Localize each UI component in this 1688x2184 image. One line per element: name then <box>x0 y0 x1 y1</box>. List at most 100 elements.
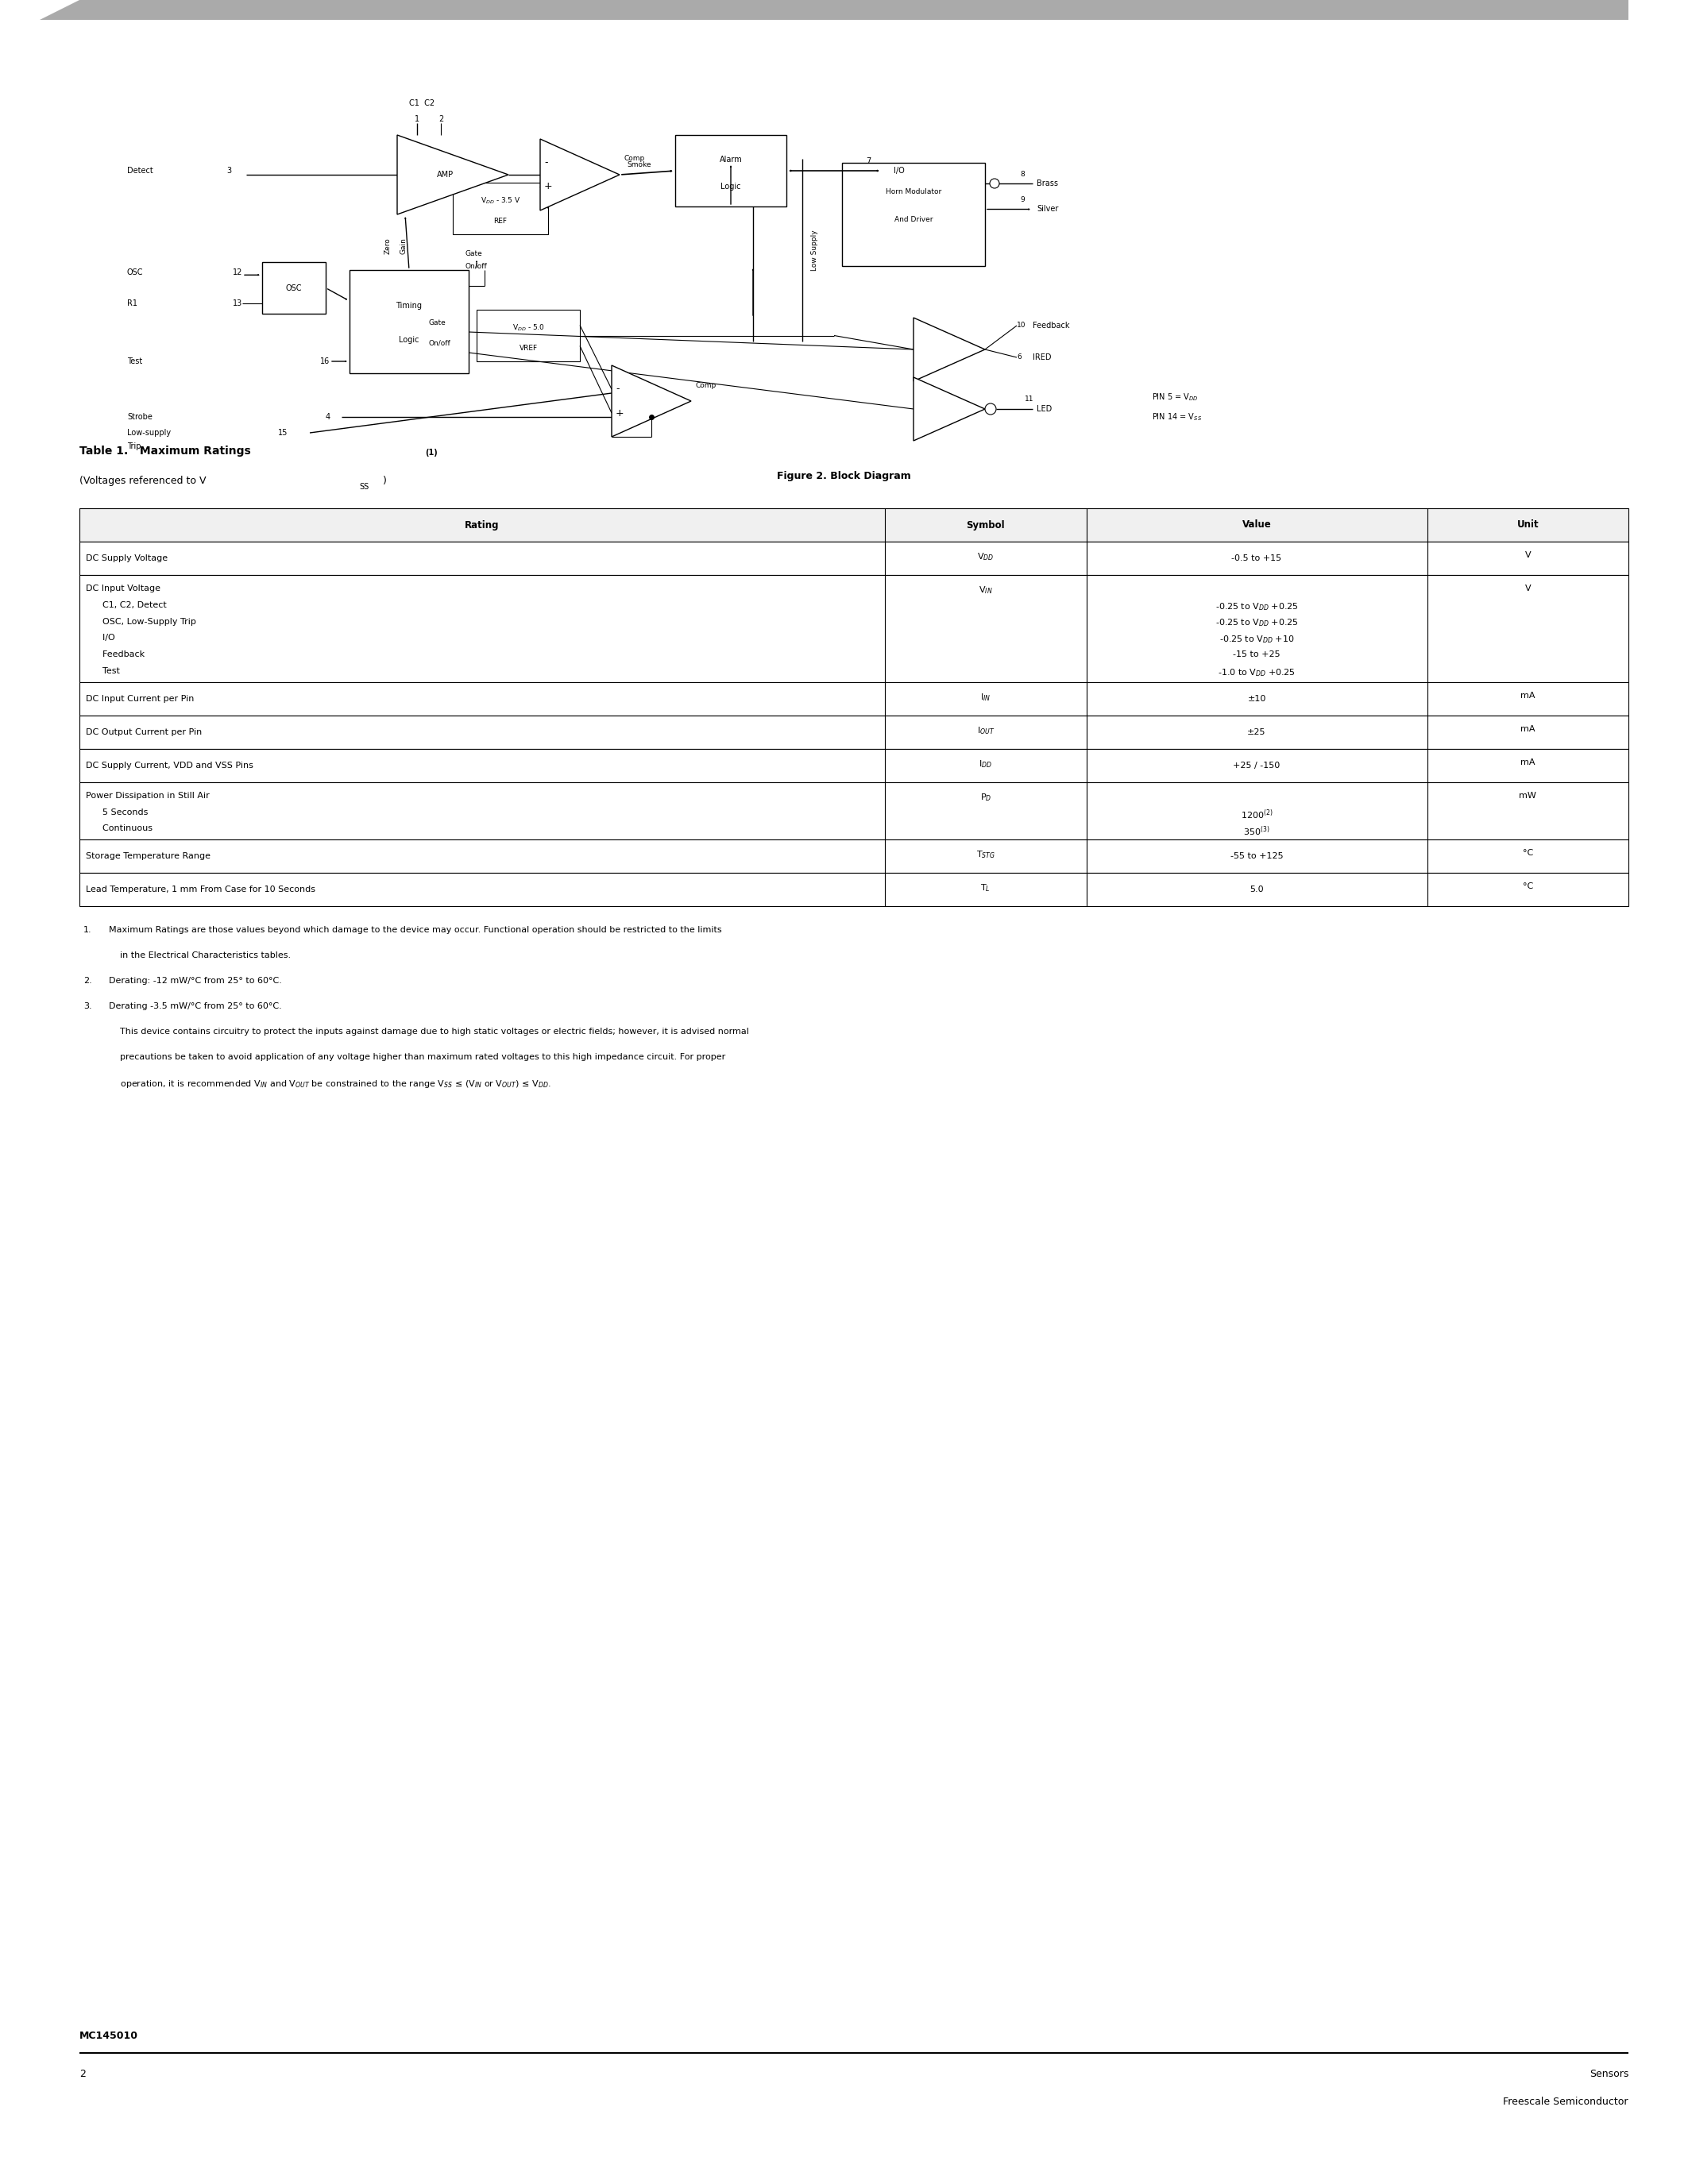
Text: Smoke: Smoke <box>628 162 652 168</box>
Text: -0.25 to V$_{DD}$ +10: -0.25 to V$_{DD}$ +10 <box>1219 633 1295 644</box>
Text: Low-supply: Low-supply <box>127 428 170 437</box>
Text: OSC, Low-Supply Trip: OSC, Low-Supply Trip <box>91 618 196 625</box>
Text: C1  C2: C1 C2 <box>408 98 434 107</box>
Text: Zero: Zero <box>385 238 392 256</box>
Text: +: + <box>544 181 552 192</box>
Text: Freescale Semiconductor: Freescale Semiconductor <box>1504 2097 1629 2108</box>
Polygon shape <box>41 0 1629 20</box>
Text: Power Dissipation in Still Air: Power Dissipation in Still Air <box>86 793 209 799</box>
Text: DC Input Current per Pin: DC Input Current per Pin <box>86 695 194 703</box>
Text: Figure 2. Block Diagram: Figure 2. Block Diagram <box>776 472 912 483</box>
Text: ±10: ±10 <box>1247 695 1266 703</box>
Text: P$_{D}$: P$_{D}$ <box>979 793 991 804</box>
Text: 10: 10 <box>1016 321 1026 330</box>
Text: OSC: OSC <box>127 269 143 277</box>
Text: Silver: Silver <box>1036 205 1058 214</box>
Text: operation, it is recommended V$_{IN}$ and V$_{OUT}$ be constrained to the range : operation, it is recommended V$_{IN}$ an… <box>103 1079 550 1090</box>
Text: I/O: I/O <box>91 633 115 642</box>
Polygon shape <box>397 135 508 214</box>
Text: V$_{DD}$ - 5.0: V$_{DD}$ - 5.0 <box>511 323 545 332</box>
Text: IRED: IRED <box>1033 354 1052 360</box>
Text: AMP: AMP <box>437 170 452 179</box>
Text: 11: 11 <box>1025 395 1033 404</box>
Text: mA: mA <box>1521 692 1534 699</box>
Text: 6: 6 <box>1016 354 1021 360</box>
Text: 5.0: 5.0 <box>1249 885 1264 893</box>
Text: Storage Temperature Range: Storage Temperature Range <box>86 852 211 860</box>
Text: MC145010: MC145010 <box>79 2031 138 2042</box>
Text: Gate: Gate <box>464 251 483 258</box>
Text: V: V <box>1524 585 1531 592</box>
Polygon shape <box>913 378 986 441</box>
Text: Feedback: Feedback <box>1033 321 1070 330</box>
Text: I$_{DD}$: I$_{DD}$ <box>979 758 993 769</box>
FancyBboxPatch shape <box>79 874 1629 906</box>
Text: Timing: Timing <box>397 301 422 310</box>
Text: Logic: Logic <box>721 183 741 190</box>
Text: LED: LED <box>1036 404 1052 413</box>
Text: 2: 2 <box>439 116 444 122</box>
Text: °C: °C <box>1523 850 1533 856</box>
Text: T$_{STG}$: T$_{STG}$ <box>976 850 996 860</box>
Text: Symbol: Symbol <box>966 520 1004 531</box>
Text: Brass: Brass <box>1036 179 1058 188</box>
Circle shape <box>986 404 996 415</box>
Text: Feedback: Feedback <box>91 651 145 657</box>
Text: +: + <box>616 408 625 417</box>
Text: DC Input Voltage: DC Input Voltage <box>86 585 160 592</box>
Text: V: V <box>1524 550 1531 559</box>
Text: precautions be taken to avoid application of any voltage higher than maximum rat: precautions be taken to avoid applicatio… <box>103 1053 726 1061</box>
Text: SS: SS <box>360 483 368 491</box>
Text: 9: 9 <box>1020 197 1025 203</box>
Polygon shape <box>611 365 690 437</box>
Text: This device contains circuitry to protect the inputs against damage due to high : This device contains circuitry to protec… <box>103 1029 749 1035</box>
FancyBboxPatch shape <box>79 782 1629 839</box>
FancyBboxPatch shape <box>842 164 986 266</box>
FancyBboxPatch shape <box>79 509 1629 542</box>
Text: T$_{L}$: T$_{L}$ <box>981 882 991 893</box>
Text: -0.5 to +15: -0.5 to +15 <box>1232 555 1281 561</box>
Text: ): ) <box>383 476 387 487</box>
FancyBboxPatch shape <box>262 262 326 314</box>
Text: Trip: Trip <box>127 443 142 450</box>
Text: V$_{DD}$: V$_{DD}$ <box>977 550 994 561</box>
Text: Value: Value <box>1242 520 1271 531</box>
Text: in the Electrical Characteristics tables.: in the Electrical Characteristics tables… <box>103 952 290 959</box>
Text: And Driver: And Driver <box>895 216 933 223</box>
Text: 7: 7 <box>866 157 871 166</box>
Text: PIN 5 = V$_{DD}$: PIN 5 = V$_{DD}$ <box>1151 391 1198 402</box>
Text: +25 / -150: +25 / -150 <box>1234 762 1280 769</box>
Text: 4: 4 <box>326 413 331 422</box>
Text: I/O: I/O <box>893 166 905 175</box>
Text: mA: mA <box>1521 758 1534 767</box>
Text: -: - <box>616 384 619 395</box>
Text: Unit: Unit <box>1518 520 1539 531</box>
FancyBboxPatch shape <box>452 183 549 234</box>
Text: DC Supply Current, VDD and VSS Pins: DC Supply Current, VDD and VSS Pins <box>86 762 253 769</box>
Text: DC Output Current per Pin: DC Output Current per Pin <box>86 727 203 736</box>
Text: Maximum Ratings are those values beyond which damage to the device may occur. Fu: Maximum Ratings are those values beyond … <box>103 926 722 935</box>
Text: 2.: 2. <box>83 976 91 985</box>
Text: 350$^{(3)}$: 350$^{(3)}$ <box>1244 826 1269 839</box>
Text: °C: °C <box>1523 882 1533 891</box>
Text: 15: 15 <box>279 428 289 437</box>
FancyBboxPatch shape <box>79 681 1629 716</box>
Text: -: - <box>544 157 547 168</box>
Text: mW: mW <box>1519 793 1536 799</box>
Text: Gain: Gain <box>400 238 407 256</box>
Text: Comp: Comp <box>695 382 716 389</box>
Text: 13: 13 <box>233 299 243 308</box>
Text: V$_{DD}$ - 3.5 V: V$_{DD}$ - 3.5 V <box>481 197 520 205</box>
Text: -55 to +125: -55 to +125 <box>1231 852 1283 860</box>
Text: Test: Test <box>127 358 142 365</box>
Text: Logic: Logic <box>398 336 419 345</box>
Text: 1.: 1. <box>83 926 91 935</box>
Text: Continuous: Continuous <box>91 826 152 832</box>
Text: I$_{IN}$: I$_{IN}$ <box>981 692 991 703</box>
Text: Alarm: Alarm <box>719 155 743 164</box>
Text: Derating -3.5 mW/°C from 25° to 60°C.: Derating -3.5 mW/°C from 25° to 60°C. <box>103 1002 282 1011</box>
Text: 3.: 3. <box>83 1002 91 1011</box>
FancyBboxPatch shape <box>79 542 1629 574</box>
Text: Strobe: Strobe <box>127 413 152 422</box>
Text: Sensors: Sensors <box>1588 2068 1629 2079</box>
